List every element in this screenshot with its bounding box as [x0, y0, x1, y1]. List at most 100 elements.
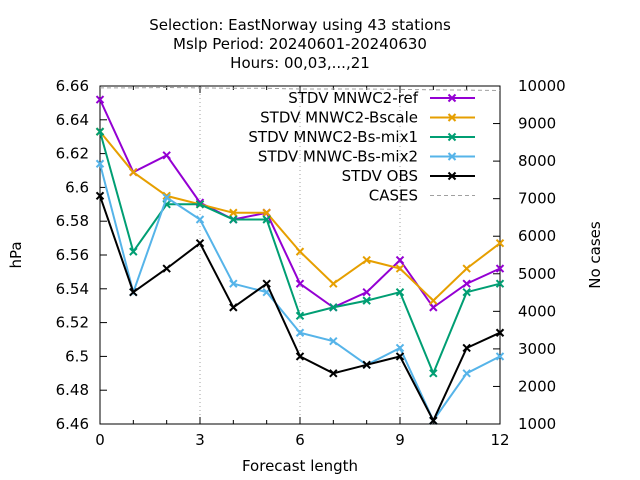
chart-title: Selection: EastNorway using 43 stations … — [149, 16, 451, 72]
data-point — [395, 264, 405, 273]
title-line-2: Mslp Period: 20240601-20240630 — [173, 35, 427, 53]
data-point — [429, 416, 438, 425]
data-point — [95, 159, 105, 168]
y-tick-label: 6.5 — [65, 347, 89, 365]
y2-tick-label: 4000 — [518, 302, 556, 320]
y-tick-label: 6.48 — [56, 381, 89, 399]
data-point — [295, 279, 305, 288]
data-point — [429, 296, 438, 305]
data-point — [329, 279, 338, 288]
data-point — [162, 151, 171, 160]
y-tick-label: 6.66 — [56, 77, 89, 95]
y2-tick-label: 9000 — [518, 115, 556, 133]
y2-axis-label: No cases — [586, 221, 604, 289]
y2-tick-label: 10000 — [518, 77, 566, 95]
data-point — [495, 328, 505, 337]
y-tick-label: 6.46 — [56, 415, 89, 433]
data-point — [362, 255, 371, 265]
data-point — [129, 287, 138, 297]
data-point — [229, 208, 238, 217]
data-point — [462, 369, 471, 378]
data-point — [429, 369, 438, 378]
data-point — [262, 215, 271, 224]
legend-marker — [447, 171, 457, 181]
y-tick-label: 6.6 — [65, 178, 89, 196]
data-point — [262, 208, 271, 217]
axes: 0 3 6 9 12 6.46 6.48 6.5 6.52 6.54 6.56 6.58 6.6 6.62… — [56, 77, 566, 449]
y2-tick-label: 5000 — [518, 265, 556, 283]
series-line-5 — [100, 86, 501, 91]
y2-tick-label: 8000 — [518, 152, 556, 170]
data-point — [229, 303, 238, 312]
grid — [199, 86, 401, 424]
data-point — [395, 255, 405, 265]
data-point — [362, 287, 371, 297]
data-point — [229, 215, 238, 224]
x-tick-label: 3 — [195, 431, 205, 449]
data-point — [462, 264, 471, 273]
data-point — [195, 215, 205, 224]
data-point — [362, 360, 371, 370]
data-point — [462, 287, 471, 297]
y-tick-label: 6.54 — [56, 280, 89, 298]
y-tick-label: 6.52 — [56, 314, 89, 332]
x-axis-label: Forecast length — [242, 457, 358, 475]
y2-tick-label: 3000 — [518, 340, 556, 358]
data-point — [329, 369, 338, 378]
legend-marker — [447, 132, 457, 142]
data-point — [395, 352, 405, 361]
y2-tick-label: 6000 — [518, 227, 556, 245]
data-point — [462, 343, 471, 353]
data-point — [229, 279, 238, 288]
data-point — [95, 191, 105, 201]
data-point — [195, 200, 205, 209]
data-point — [462, 279, 471, 288]
title-line-1: Selection: EastNorway using 43 stations — [149, 16, 451, 34]
data-point — [495, 279, 505, 288]
series-layer — [95, 86, 505, 425]
title-line-3: Hours: 00,03,...,21 — [230, 54, 370, 72]
y-tick-label: 6.64 — [56, 111, 89, 129]
legend-marker — [447, 93, 457, 103]
data-point — [395, 287, 405, 297]
legend-marker — [447, 113, 457, 122]
data-point — [362, 296, 371, 305]
x-tick-label: 0 — [95, 431, 105, 449]
x-tick-label: 6 — [295, 431, 305, 449]
x-tick-label: 12 — [490, 431, 509, 449]
legend-label: STDV MNWC2-Bs-mix1 — [248, 128, 418, 146]
data-point — [162, 264, 171, 273]
data-point — [295, 311, 305, 321]
y-tick-label: 6.56 — [56, 246, 89, 264]
y-tick-label: 6.58 — [56, 212, 89, 230]
data-point — [295, 352, 305, 361]
y2-tick-label: 1000 — [518, 415, 556, 433]
data-point — [329, 303, 338, 312]
data-point — [195, 238, 205, 248]
y2-tick-label: 2000 — [518, 377, 556, 395]
data-point — [429, 303, 438, 312]
legend-label: CASES — [369, 187, 418, 205]
data-point — [395, 343, 405, 353]
data-point — [495, 238, 505, 248]
data-point — [129, 247, 138, 256]
data-point — [129, 167, 138, 177]
data-point — [329, 336, 338, 346]
data-point — [295, 247, 305, 256]
data-point — [162, 193, 171, 202]
y-tick-label: 6.62 — [56, 145, 89, 163]
data-point — [495, 352, 505, 361]
data-point — [495, 264, 505, 273]
data-point — [295, 328, 305, 337]
legend-label: STDV MNWC2-Bscale — [260, 109, 418, 127]
legend-marker — [447, 152, 457, 161]
legend-label: STDV OBS — [342, 167, 418, 185]
data-point — [95, 95, 105, 104]
legend-label: STDV MNWC2-ref — [288, 89, 418, 107]
y-axis-label: hPa — [7, 241, 25, 268]
y2-tick-label: 7000 — [518, 190, 556, 208]
data-point — [95, 127, 105, 136]
legend-label: STDV MNWC-Bs-mix2 — [258, 148, 418, 166]
